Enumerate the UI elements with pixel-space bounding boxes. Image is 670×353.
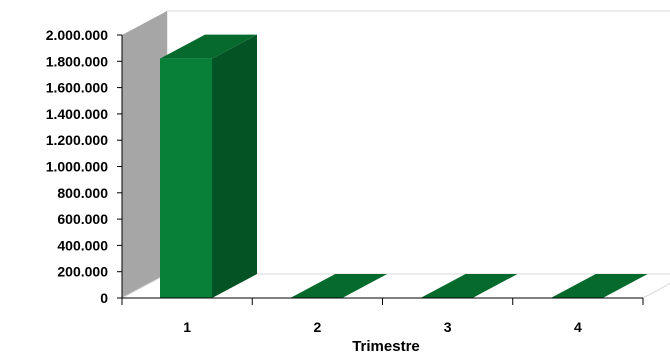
bar-top [160,34,257,59]
bar [290,274,388,298]
x-tick-label: 1 [183,319,191,335]
y-tick-label: 1.800.000 [46,53,108,69]
bars [160,34,648,299]
y-tick-label: 200.000 [57,264,108,280]
y-tick-label: 1.200.000 [46,132,108,148]
chart-walls [121,10,670,299]
bar [160,34,257,299]
y-axis-ticks: 0 200.000 400.000 600.000 800.000 1.000.000 1.… [46,27,123,306]
y-tick-label: 1.400.000 [46,106,108,122]
y-tick-label: 0 [100,290,108,306]
x-axis: 1 2 3 4 [121,297,644,335]
bar-top [550,274,648,298]
y-tick-label: 2.000.000 [46,27,108,43]
x-tick-label: 3 [444,319,452,335]
bar-front [160,58,212,298]
x-tick-label: 4 [574,319,582,335]
side-wall [122,11,167,298]
bar-top [290,274,388,298]
y-tick-label: 1.600.000 [46,80,108,96]
y-tick-label: 800.000 [57,185,108,201]
x-axis-title: Trimestre [352,338,420,353]
y-tick-label: 600.000 [57,211,108,227]
y-tick-label: 1.000.000 [46,159,108,175]
bar [420,274,518,298]
bar-side [212,34,257,299]
x-tick-label: 2 [313,319,321,335]
bar-top [420,274,518,298]
y-tick-label: 400.000 [57,237,108,253]
bar [550,274,648,298]
